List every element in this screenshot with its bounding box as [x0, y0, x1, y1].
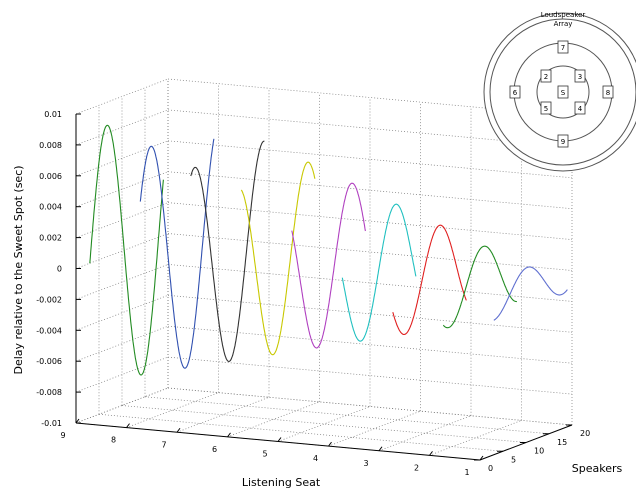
y-axis-title: Speakers — [572, 462, 623, 475]
x-tick — [479, 455, 484, 461]
speaker-box-8 — [602, 85, 614, 99]
z-tick-label: 0.006 — [39, 172, 62, 181]
z-tick-label: -0.004 — [36, 326, 62, 335]
gridline-floor-x — [328, 410, 421, 447]
speaker-label: 7 — [561, 44, 565, 52]
series-line-seat-7 — [190, 140, 265, 363]
speaker-label: 8 — [606, 89, 610, 97]
z-tick-label: 0.01 — [44, 110, 62, 119]
series-line-seat-9 — [89, 124, 164, 376]
gridline-back-z — [75, 78, 169, 115]
y-tick-label: 5 — [511, 455, 516, 464]
series-line-seat-1 — [493, 266, 568, 321]
x-tick-label: 8 — [111, 436, 116, 445]
inset-outer-ring-inner — [489, 18, 636, 166]
speaker-box-5 — [540, 101, 552, 115]
series-line-seat-6 — [240, 161, 316, 356]
gridline-back-z — [75, 109, 169, 146]
speaker-label: 9 — [561, 138, 565, 146]
speaker-box-4 — [574, 101, 586, 115]
x-tick-label: 1 — [464, 468, 469, 477]
y-tick-label: 15 — [557, 438, 567, 447]
series-line-seat-5 — [291, 182, 366, 349]
speaker-box-9 — [557, 134, 569, 148]
speaker-label: 4 — [578, 105, 583, 113]
speaker-label: 3 — [578, 73, 582, 81]
z-tick-label: 0.008 — [39, 141, 62, 150]
speaker-box-2 — [540, 69, 552, 83]
x-tick — [429, 451, 433, 456]
gridline-floor-x — [378, 415, 472, 452]
gridline-floor-y — [121, 405, 527, 443]
x-tick — [378, 446, 383, 452]
speaker-box-7 — [557, 40, 569, 54]
z-tick-label: 0.004 — [39, 203, 62, 212]
speaker-label: 6 — [513, 89, 518, 97]
gridline-back-z — [75, 325, 169, 362]
inset-title-line1: Loudspeaker — [541, 11, 586, 19]
speaker-box-6 — [509, 85, 521, 99]
speaker-label: S — [561, 89, 566, 97]
x-tick-label: 6 — [212, 445, 217, 454]
z-tick-label: 0 — [57, 265, 62, 274]
x-axis-title: Listening Seat — [242, 476, 321, 489]
tick-labels-layer: -0.01 -0.008 -0.006 -0.004 -0.002 0 0.002 0.004… — [36, 110, 590, 477]
x-tick — [75, 418, 80, 424]
gridline-floor-x — [227, 401, 320, 438]
series-layer — [89, 124, 568, 376]
inset-speakers: 7 2 3 6 S 8 5 4 9 — [509, 40, 614, 148]
x-tick — [227, 432, 231, 438]
gridline-floor-x — [277, 406, 371, 442]
z-tick-label: 0.002 — [39, 234, 62, 243]
z-tick-label: -0.008 — [36, 388, 62, 397]
series-line-seat-8 — [139, 138, 215, 369]
y-tick-label: 20 — [580, 429, 590, 438]
loudspeaker-array-inset: Loudspeaker Array 7 2 3 6 S 8 5 4 9 — [483, 11, 636, 172]
z-tick-label: -0.002 — [36, 295, 62, 304]
speaker-label: 5 — [544, 105, 548, 113]
x-tick-label: 5 — [262, 450, 267, 459]
grid-layer — [75, 78, 573, 461]
speaker-label: 2 — [544, 73, 548, 81]
gridline-floor-x — [126, 392, 219, 428]
x-tick-label: 3 — [363, 459, 368, 468]
series-line-seat-2 — [442, 245, 518, 329]
x-tick-label: 9 — [60, 431, 65, 440]
series-line-seat-4 — [341, 203, 417, 342]
x-tick-label: 4 — [313, 454, 318, 463]
y-tick-label: 10 — [534, 447, 544, 456]
gridline-floor-x — [176, 396, 270, 433]
x-tick — [277, 437, 282, 442]
speaker-box-3 — [574, 69, 586, 83]
inset-inner-ring — [536, 65, 590, 119]
x-tick-label: 2 — [414, 463, 419, 472]
x-tick-label: 7 — [161, 440, 166, 449]
z-axis-title: Delay relative to the Sweet Spot (sec) — [12, 165, 25, 374]
z-tick-label: -0.01 — [41, 419, 62, 428]
gridline-floor-y — [144, 396, 550, 435]
x-tick — [176, 427, 181, 433]
gridline-back-z — [75, 294, 169, 331]
z-tick-label: -0.006 — [36, 357, 62, 366]
x-tick — [126, 423, 130, 428]
y-tick-label: 0 — [488, 464, 493, 473]
axes-layer — [75, 113, 573, 461]
x-tick — [328, 441, 332, 447]
series-line-seat-3 — [392, 224, 467, 335]
speaker-box-S — [557, 85, 569, 99]
inset-title-line2: Array — [554, 20, 573, 28]
